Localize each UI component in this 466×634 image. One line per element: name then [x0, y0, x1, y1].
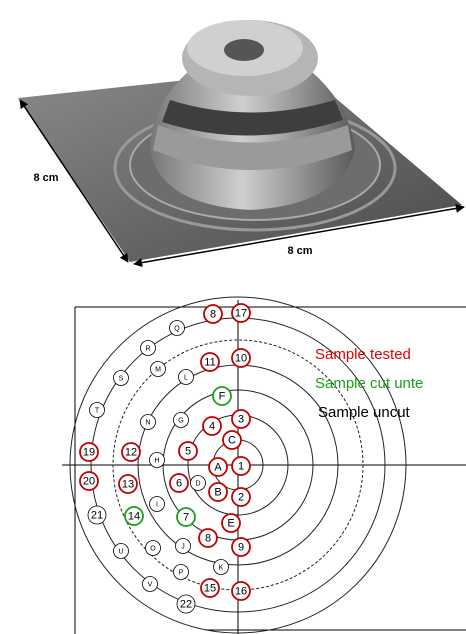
sample-label: 8 [205, 532, 211, 544]
sample-label: 15 [204, 582, 216, 594]
sample-label: 19 [83, 446, 95, 458]
sample-label: 3 [238, 413, 244, 425]
sample-label: 10 [235, 352, 247, 364]
sample-label: 4 [209, 420, 215, 432]
sample-label: Q [174, 325, 180, 332]
sample-label: I [156, 501, 158, 508]
dimension-label: 8 cm [33, 172, 58, 184]
sample-label: O [150, 545, 156, 552]
sample-label: N [145, 419, 150, 426]
sample-label: V [148, 581, 153, 588]
sample-label: 20 [83, 475, 95, 487]
sample-label: G [178, 417, 183, 424]
sample-label: D [195, 480, 200, 487]
sample-label: T [95, 407, 100, 414]
sample-label: K [219, 564, 224, 571]
sample-label: S [119, 375, 124, 382]
sample-label: 16 [235, 585, 247, 597]
sample-label: L [184, 374, 188, 381]
sample-label: 7 [183, 511, 189, 523]
legend-label: Sample uncut [318, 404, 411, 421]
sample-label: F [219, 390, 226, 402]
sample-label: 1 [238, 460, 244, 472]
sample-label: B [214, 486, 221, 498]
samples: 8 17 Q R 11 10 L S M F G 4 3 T N C 19 12 5 H A 1 20 13 6 D B 2 I 21 14… [80, 304, 250, 613]
sample-label: 22 [180, 598, 192, 610]
legend-label: Sample cut unte [315, 375, 423, 392]
sample-label: 11 [204, 356, 215, 368]
sample-label: 2 [238, 491, 244, 503]
sample-label: 14 [128, 510, 140, 522]
sample-label: 9 [238, 541, 244, 553]
legend-label: Sample tested [315, 346, 411, 363]
sample-label: 8 [210, 308, 216, 320]
surface-render [18, 20, 464, 264]
sample-label: 6 [176, 477, 182, 489]
sample-label: E [227, 517, 234, 529]
sample-label: 12 [125, 446, 137, 458]
sample-label: 21 [91, 509, 103, 521]
sample-label: P [179, 569, 184, 576]
sample-label: C [228, 434, 236, 446]
sample-label: R [145, 345, 150, 352]
sample-label: 17 [235, 307, 247, 319]
sample-label: A [214, 461, 222, 473]
sample-label: 13 [122, 478, 134, 490]
sample-label: H [154, 457, 159, 464]
sample-label: 5 [185, 445, 191, 457]
dimension-label: 8 cm [287, 245, 312, 257]
sample-label: U [118, 548, 123, 555]
sample-label: M [155, 366, 161, 373]
figure: 8 cm 8 cm 8 17 Q R 11 10 L S M F G 4 3 T N C 19 12 5 H A 1 20 1… [0, 0, 466, 634]
sample-label: J [181, 543, 185, 550]
legend: Sample tested Sample cut unte Sample uncut [315, 346, 423, 421]
